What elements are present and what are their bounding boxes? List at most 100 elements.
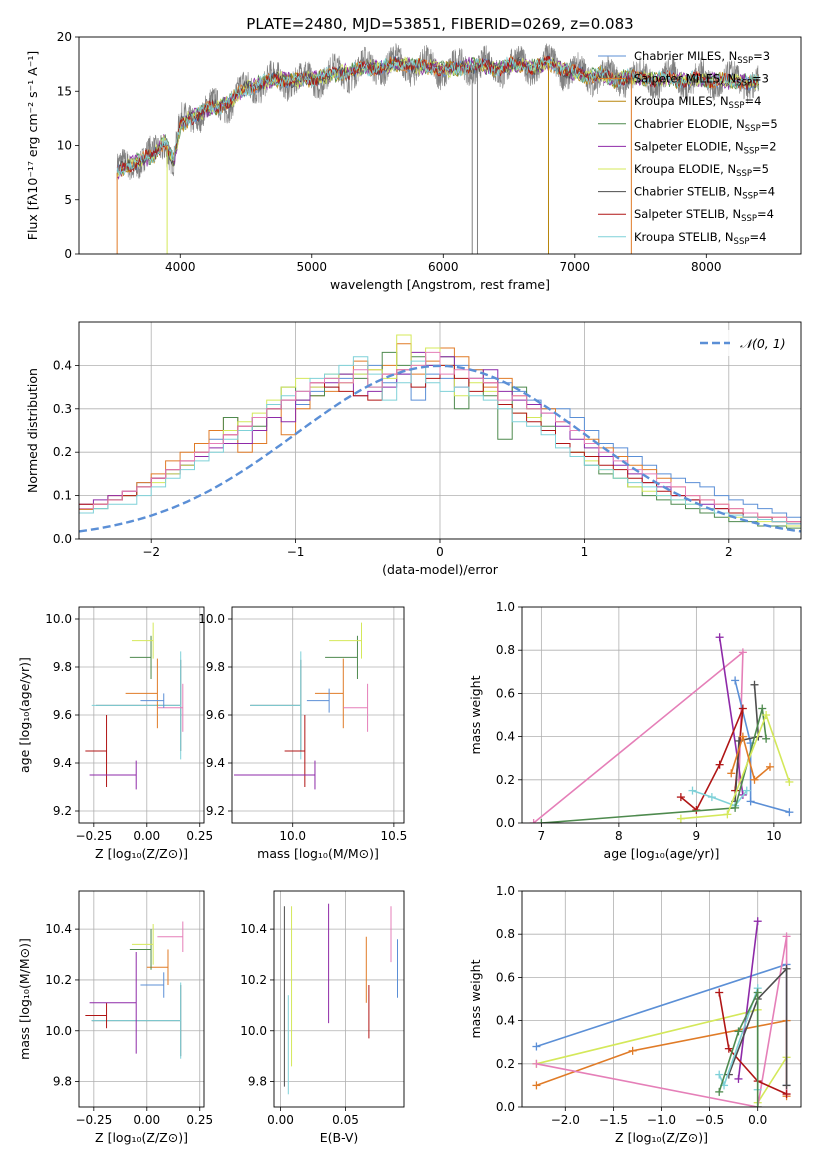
panel-residuals: −2 −1 0 1 2 0.0 0.1 0.2 0.3 0.4 (data-model)/error…	[25, 321, 802, 577]
x-tick-label: 8	[615, 829, 623, 843]
data-point	[343, 683, 369, 732]
panel-spectrum: 4000 5000 6000 7000 8000 0 5 10 15 20 wavelength […	[25, 30, 802, 292]
y-tick-label: 10.0	[45, 1024, 72, 1038]
panel-weight-vs-Z: −2.0 −1.5 −1.0 −0.5 0.0 0.0 0.2 0.4 0.6 0.8 1.0 Z […	[468, 884, 802, 1145]
y-tick-label: 9.4	[206, 756, 225, 770]
legend-entry-sub: SSP	[736, 169, 752, 179]
histogram-series-chabrier_elodie	[79, 351, 801, 531]
legend-entry-text: Salpeter STELIB, N	[634, 207, 741, 221]
y-tick-label: 0.3	[53, 402, 72, 416]
y-tick-label: 0.4	[53, 358, 72, 372]
y-tick-label: 15	[57, 84, 72, 98]
x-axis-label: wavelength [Angstrom, rest frame]	[330, 277, 550, 292]
y-tick-label: 0.1	[53, 489, 72, 503]
data-point	[91, 651, 182, 760]
y-tick-label: 9.6	[53, 708, 72, 722]
legend-entry-suffix: =3	[752, 72, 769, 86]
data-point	[129, 635, 152, 679]
y-tick-label: 0.2	[496, 1057, 515, 1071]
y-axis-label: Flux [fλ10⁻¹⁷ erg cm⁻² s⁻¹ A⁻¹]	[25, 51, 40, 240]
legend-entry: Salpeter STELIB, NSSP=4	[634, 207, 774, 224]
weight-series-chabrier_elodie	[718, 992, 759, 1107]
y-tick-label: 10.4	[45, 922, 72, 936]
model-spectrum-salpeter_stelib	[116, 55, 760, 173]
x-tick-label: 5000	[297, 260, 328, 274]
x-tick-label: 0.0	[748, 1113, 767, 1127]
data-point	[329, 622, 363, 659]
y-tick-label: 0.0	[53, 532, 72, 546]
x-tick-label: −1.0	[647, 1113, 676, 1127]
y-tick-label: 0.2	[53, 445, 72, 459]
y-tick-label: 9.2	[206, 804, 225, 818]
x-tick-label: 10.5	[381, 829, 408, 843]
y-tick-label: 0.8	[496, 927, 515, 941]
plot-area	[79, 891, 204, 1107]
x-tick-label: 6000	[428, 260, 459, 274]
legend-entry: Chabrier STELIB, NSSP=4	[634, 185, 775, 202]
y-tick-label: 0.4	[496, 730, 515, 744]
axes-frame	[78, 36, 802, 255]
y-tick-label: 10.4	[240, 922, 267, 936]
legend-entry-sub: SSP	[745, 124, 761, 134]
axes-frame	[78, 890, 205, 1108]
x-tick-label: −2.0	[551, 1113, 580, 1127]
plot-area	[79, 322, 801, 539]
y-tick-label: 10.0	[198, 612, 225, 626]
data-point	[140, 972, 165, 998]
weight-series-chabrier_stelib	[734, 684, 760, 802]
x-tick-label: −0.5	[695, 1113, 724, 1127]
x-tick-label: −1.5	[599, 1113, 628, 1127]
x-axis-label: E(B-V)	[320, 1130, 359, 1145]
legend-entry: Salpeter MILES, NSSP=3	[634, 72, 769, 89]
legend-entry: Chabrier ELODIE, NSSP=5	[634, 117, 778, 134]
panel-mass-vs-Z: −0.25 0.00 0.25 9.8 10.0 10.2 10.4 Z [log₁₀(Z/Z…	[17, 890, 213, 1145]
weight-series-kroupa_elodie	[680, 712, 791, 820]
x-tick-label: −1	[287, 545, 305, 559]
legend-entry: Chabrier MILES, NSSP=3	[634, 49, 770, 66]
y-tick-label: 0.2	[496, 773, 515, 787]
y-tick-label: 0.6	[496, 970, 515, 984]
axes-frame	[78, 606, 205, 824]
x-axis-label: Z [log₁₀(Z/Z⊙)]	[95, 846, 188, 861]
data-point	[131, 622, 154, 659]
legend: Chabrier MILES, NSSP=3 Salpeter MILES, NS…	[598, 49, 778, 247]
histogram-series-chabrier_miles	[79, 364, 801, 518]
legend-entry: Kroupa MILES, NSSP=4	[634, 94, 761, 111]
data-point	[89, 951, 137, 1054]
legend-entry-sub: SSP	[737, 56, 753, 66]
legend-entry-text: Kroupa MILES, N	[634, 94, 729, 108]
legend-entry-suffix: =5	[752, 162, 769, 176]
y-tick-label: 9.6	[206, 708, 225, 722]
plot-area	[116, 43, 760, 254]
y-tick-label: 0.6	[496, 686, 515, 700]
legend-entry-text: Chabrier STELIB, N	[634, 185, 742, 199]
x-tick-label: 0.25	[186, 829, 213, 843]
x-axis-label: age [log₁₀(age/yr)]	[604, 846, 720, 861]
plot-area	[522, 607, 801, 823]
x-tick-label: −0.25	[75, 1113, 112, 1127]
y-tick-label: 9.8	[53, 1075, 72, 1089]
legend-entry-sub: SSP	[742, 192, 758, 202]
data-point	[125, 658, 158, 729]
data-point	[140, 693, 165, 708]
data-point	[157, 683, 184, 732]
y-axis-label: age [log₁₀(age/yr)]	[17, 657, 32, 773]
y-tick-label: 0.4	[496, 1014, 515, 1028]
legend-entry-sub: SSP	[744, 146, 760, 156]
weight-series-salpeter_elodie	[737, 921, 759, 1079]
data-point	[85, 715, 108, 787]
legend-entry-suffix: =4	[749, 230, 766, 244]
x-tick-label: 2	[725, 545, 733, 559]
y-tick-label: 9.8	[53, 660, 72, 674]
legend-entry-sub: SSP	[729, 101, 745, 111]
legend-entry: Kroupa STELIB, NSSP=4	[634, 230, 766, 247]
y-tick-label: 1.0	[496, 600, 515, 614]
legend-entry-sub: SSP	[736, 79, 752, 89]
data-point	[250, 651, 302, 760]
plot-area	[274, 891, 404, 1107]
axes-frame	[273, 890, 405, 1108]
y-tick-label: 10.0	[240, 1024, 267, 1038]
axes-frame	[78, 321, 802, 540]
legend: 𝒩(0, 1)	[692, 330, 794, 356]
histogram-series-salpeter_stelib	[79, 364, 801, 525]
